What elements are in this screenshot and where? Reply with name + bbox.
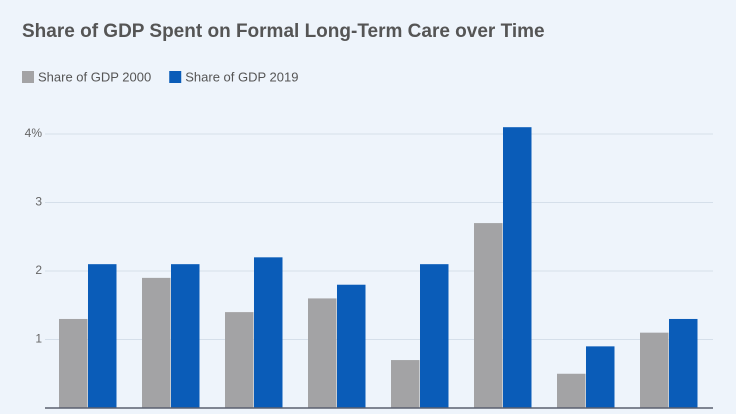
bar <box>474 223 503 408</box>
bar <box>420 264 449 408</box>
bar <box>254 257 283 408</box>
chart-title: Share of GDP Spent on Formal Long-Term C… <box>22 21 545 42</box>
bar <box>557 373 586 408</box>
legend-label: Share of GDP 2019 <box>185 69 298 84</box>
bar <box>171 264 200 408</box>
bar <box>503 127 532 408</box>
bar <box>586 346 615 408</box>
bar <box>640 332 669 408</box>
bar <box>391 360 420 408</box>
y-tick-label: 4% <box>25 126 43 140</box>
bar <box>225 312 254 408</box>
bar <box>337 284 366 408</box>
bar <box>669 318 698 408</box>
bar <box>88 264 117 408</box>
y-tick-label: 3 <box>35 195 42 209</box>
bar <box>59 318 88 408</box>
legend-swatch <box>22 71 34 83</box>
y-tick-label: 1 <box>35 332 42 346</box>
legend-label: Share of GDP 2000 <box>38 69 151 84</box>
bar <box>308 298 337 408</box>
legend-swatch <box>169 71 182 83</box>
bar <box>142 277 171 408</box>
y-tick-label: 2 <box>35 263 42 277</box>
